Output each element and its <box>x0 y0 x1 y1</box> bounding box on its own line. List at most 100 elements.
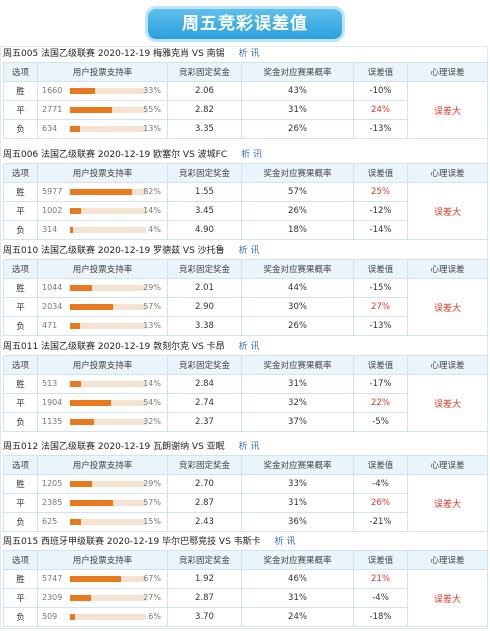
match-title: 周五011 法国乙级联赛 2020-12-19 敦刻尔克 VS 卡昂 <box>3 342 225 352</box>
psych-error-cell: 误差大 <box>407 569 488 627</box>
table-row: 平 2385 57% 2.87 31% 26% <box>3 493 488 513</box>
option-cell: 负 <box>3 316 38 336</box>
vote-progress-bar <box>70 227 146 233</box>
vote-rate-cell: 5747 67% <box>37 569 168 589</box>
option-cell: 胜 <box>3 278 38 298</box>
error-cell: -18% <box>353 607 408 627</box>
vote-progress-bar <box>70 500 146 506</box>
option-cell: 平 <box>3 393 38 413</box>
column-header: 用户投票支持率 <box>37 455 168 475</box>
title-banner: 周五竞彩误差值 <box>0 0 490 44</box>
column-header: 误差值 <box>353 259 408 279</box>
table-header-row: 选项 用户投票支持率 竞彩固定奖金 奖金对应赛果概率 误差值 心理误差 <box>3 455 488 475</box>
column-header: 竞彩固定奖金 <box>167 259 242 279</box>
column-header: 选项 <box>3 455 38 475</box>
vote-progress-fill <box>70 88 96 94</box>
vote-progress-bar <box>70 304 146 310</box>
match-header: 周五012 法国乙级联赛 2020-12-19 瓦朗谢纳 VS 亚眠 析 讯 <box>3 440 487 455</box>
column-header: 选项 <box>3 62 38 82</box>
vote-progress-bar <box>70 285 146 291</box>
error-cell: 27% <box>353 297 408 317</box>
column-header: 竞彩固定奖金 <box>167 550 242 570</box>
vote-rate-cell: 634 13% <box>37 119 168 139</box>
error-cell: -13% <box>353 316 408 336</box>
vote-percent: 14% <box>143 206 161 215</box>
option-cell: 负 <box>3 607 38 627</box>
column-header: 用户投票支持率 <box>37 550 168 570</box>
vote-percent: 55% <box>143 105 161 114</box>
odds-table: 选项 用户投票支持率 竞彩固定奖金 奖金对应赛果概率 误差值 心理误差胜 1044 29% 2.… <box>3 259 488 336</box>
column-header: 奖金对应赛果概率 <box>241 163 354 183</box>
psych-error-cell: 误差大 <box>407 474 488 532</box>
odds-cell: 2.87 <box>167 493 242 513</box>
probability-cell: 43% <box>241 81 354 101</box>
odds-cell: 2.84 <box>167 374 242 394</box>
odds-cell: 3.70 <box>167 607 242 627</box>
vote-progress-bar <box>70 323 146 329</box>
table-row: 胜 513 14% 2.84 31% -17% 误差大 <box>3 374 488 432</box>
match-title: 周五006 法国乙级联赛 2020-12-19 欧塞尔 VS 波城FC <box>3 150 228 160</box>
vote-percent: 82% <box>143 187 161 196</box>
column-header: 误差值 <box>353 550 408 570</box>
error-cell: 26% <box>353 493 408 513</box>
analysis-link[interactable]: 析 讯 <box>241 150 262 160</box>
vote-progress-fill <box>70 381 81 387</box>
vote-rate-cell: 1002 14% <box>37 201 168 221</box>
vote-count: 1904 <box>42 398 63 407</box>
option-cell: 平 <box>3 100 38 120</box>
probability-cell: 26% <box>241 119 354 139</box>
vote-percent: 54% <box>143 398 161 407</box>
odds-table: 选项 用户投票支持率 竞彩固定奖金 奖金对应赛果概率 误差值 心理误差胜 1205 29% 2.… <box>3 455 488 532</box>
analysis-link[interactable]: 析 讯 <box>238 246 260 256</box>
option-cell: 胜 <box>3 374 38 394</box>
analysis-link[interactable]: 析 讯 <box>238 342 260 352</box>
vote-count: 314 <box>42 225 58 234</box>
vote-rate-cell: 1904 54% <box>37 393 168 413</box>
vote-count: 2034 <box>42 302 63 311</box>
vote-progress-bar <box>70 107 146 113</box>
vote-rate-cell: 1044 29% <box>37 278 168 298</box>
vote-count: 471 <box>42 321 58 330</box>
table-row: 平 2771 55% 2.82 31% 24% <box>3 100 488 120</box>
probability-cell: 24% <box>241 607 354 627</box>
error-cell: 22% <box>353 393 408 413</box>
vote-percent: 27% <box>143 593 161 602</box>
probability-cell: 44% <box>241 278 354 298</box>
odds-cell: 4.90 <box>167 220 242 240</box>
vote-count: 2385 <box>42 498 63 507</box>
match-block: 周五015 西班牙甲级联赛 2020-12-19 毕尔巴鄂竞技 VS 韦斯卡 析 … <box>3 535 488 627</box>
vote-progress-bar <box>70 126 146 132</box>
odds-cell: 1.55 <box>167 182 242 202</box>
match-title: 周五012 法国乙级联赛 2020-12-19 瓦朗谢纳 VS 亚眠 <box>3 442 225 452</box>
error-cell: 21% <box>353 569 408 589</box>
page-title: 周五竞彩误差值 <box>148 9 342 39</box>
column-header: 选项 <box>3 259 38 279</box>
option-cell: 负 <box>3 512 38 532</box>
odds-cell: 2.74 <box>167 393 242 413</box>
vote-progress-bar <box>70 519 146 525</box>
analysis-link[interactable]: 析 讯 <box>274 537 296 547</box>
vote-rate-cell: 2385 57% <box>37 493 168 513</box>
vote-count: 634 <box>42 124 58 133</box>
table-row: 胜 1205 29% 2.70 33% -4% 误差大 <box>3 474 488 532</box>
vote-rate-cell: 1660 33% <box>37 81 168 101</box>
odds-table: 选项 用户投票支持率 竞彩固定奖金 奖金对应赛果概率 误差值 心理误差胜 5977 82% 1.… <box>3 163 488 240</box>
vote-progress-bar <box>70 419 146 425</box>
table-row: 平 2034 57% 2.90 30% 27% <box>3 297 488 317</box>
odds-table: 选项 用户投票支持率 竞彩固定奖金 奖金对应赛果概率 误差值 心理误差胜 5747 67% 1.… <box>3 550 488 627</box>
probability-cell: 32% <box>241 393 354 413</box>
match-block: 周五010 法国乙级联赛 2020-12-19 罗德兹 VS 沙托鲁 析 讯选项用… <box>3 244 488 336</box>
match-block: 周五006 法国乙级联赛 2020-12-19 欧塞尔 VS 波城FC 析 讯选项… <box>3 148 488 240</box>
odds-cell: 3.45 <box>167 201 242 221</box>
match-title: 周五005 法国乙级联赛 2020-12-19 梅雅克肖 VS 南锡 <box>3 49 225 59</box>
vote-percent: 4% <box>148 225 161 234</box>
vote-rate-cell: 1135 32% <box>37 412 168 432</box>
table-row: 胜 5977 82% 1.55 57% 25% 误差大 <box>3 182 488 240</box>
vote-rate-cell: 471 13% <box>37 316 168 336</box>
column-header: 竞彩固定奖金 <box>167 455 242 475</box>
column-header: 用户投票支持率 <box>37 163 168 183</box>
column-header: 用户投票支持率 <box>37 62 168 82</box>
analysis-link[interactable]: 析 讯 <box>238 442 260 452</box>
vote-percent: 13% <box>143 321 161 330</box>
analysis-link[interactable]: 析 讯 <box>238 49 260 59</box>
